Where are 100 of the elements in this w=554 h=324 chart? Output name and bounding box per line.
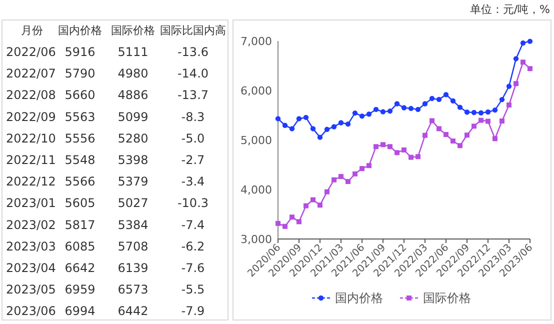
point: [464, 132, 470, 138]
text: 国内价格: [58, 24, 102, 37]
data-label: 6139: [118, 261, 148, 275]
point: [338, 120, 344, 126]
data-label: 5566: [64, 174, 96, 189]
point: [388, 144, 392, 150]
point: [408, 154, 414, 160]
category-label: 2023/05: [6, 282, 56, 297]
point: [275, 116, 281, 122]
data-label: -2.7: [181, 153, 205, 167]
point: [506, 102, 512, 108]
point: [506, 84, 512, 89]
point: [304, 203, 308, 208]
category-label: 2022/08: [6, 88, 56, 102]
point: [527, 38, 533, 44]
data-label: 5916: [64, 45, 96, 59]
data-label: 5384: [118, 218, 148, 232]
point: [324, 189, 330, 194]
point: [360, 166, 364, 172]
data-label: 5708: [118, 239, 148, 254]
data-label: 5563: [64, 110, 96, 124]
data-label: 5099: [118, 110, 148, 124]
text: 国际比国内高: [160, 24, 226, 37]
point: [450, 98, 456, 104]
point: [310, 126, 316, 132]
point: [402, 147, 406, 152]
category-label: 2022/09: [6, 110, 56, 124]
data-label: -7.4: [181, 218, 205, 232]
data-label: 6442: [118, 304, 148, 318]
y-tick-label: 4,000: [240, 184, 272, 196]
point: [471, 110, 477, 116]
point: [282, 224, 288, 229]
data-label: 4886: [118, 88, 148, 102]
point: [443, 92, 449, 98]
data-label: 5817: [64, 218, 96, 232]
point: [478, 110, 484, 116]
point: [528, 66, 532, 72]
data-label: 5660: [64, 88, 96, 102]
data-label: 5605: [64, 196, 96, 210]
point: [380, 109, 386, 114]
point: [408, 106, 414, 112]
y-tick-label: 5,000: [240, 134, 272, 147]
point: [422, 101, 428, 106]
point: [513, 56, 519, 62]
y-tick-label: 6,000: [240, 84, 272, 98]
point: [303, 114, 309, 120]
category-label: 2023/04: [6, 261, 56, 275]
point: [485, 109, 491, 115]
text: 月份: [21, 24, 43, 37]
point: [346, 179, 350, 184]
data-label: -7.6: [181, 261, 205, 275]
data-label: 6959: [64, 282, 96, 297]
point: [436, 96, 442, 102]
data-label: 6573: [118, 282, 148, 297]
data-label: -6.2: [181, 239, 205, 254]
point: [464, 110, 470, 115]
point: [444, 132, 448, 138]
point: [276, 220, 280, 226]
point: [457, 104, 463, 110]
point: [416, 154, 420, 160]
point: [366, 163, 372, 168]
point: [499, 96, 505, 102]
data-label: 6642: [64, 261, 96, 275]
point: [492, 107, 498, 113]
point: [373, 106, 379, 112]
data-label: 4980: [118, 66, 148, 81]
text: 单位：元/吨，%: [470, 3, 550, 16]
point: [374, 144, 378, 150]
text: 国际价格: [111, 24, 155, 37]
point: [458, 143, 462, 148]
category-label: 2022/12: [6, 174, 56, 189]
data-label: -7.9: [181, 304, 205, 318]
point: [345, 121, 351, 127]
category-label: 2023/01: [6, 196, 56, 210]
category-label: 2023/02: [6, 218, 56, 232]
point: [387, 108, 393, 114]
data-label: -13.6: [177, 45, 209, 59]
point: [338, 174, 344, 180]
data-label: 5379: [118, 174, 148, 189]
data-label: 5111: [118, 45, 148, 59]
point: [324, 126, 330, 132]
data-label: -10.3: [177, 196, 209, 210]
point: [472, 124, 476, 129]
point: [430, 118, 434, 124]
point: [290, 214, 294, 220]
point: [492, 136, 498, 142]
data-label: 6085: [64, 239, 96, 254]
y-tick-label: 7,000: [240, 35, 272, 48]
legend-label: 国内价格: [335, 291, 383, 305]
data-label: 5027: [118, 196, 148, 210]
point: [331, 124, 337, 130]
point: [401, 105, 407, 110]
data-label: -3.4: [181, 174, 205, 189]
data-label: 5556: [64, 131, 96, 146]
point: [436, 126, 442, 132]
point: [520, 60, 526, 65]
category-label: 2022/06: [6, 45, 56, 59]
data-label: 5790: [64, 66, 96, 81]
category-label: 2023/06: [6, 304, 56, 318]
point: [429, 96, 435, 102]
